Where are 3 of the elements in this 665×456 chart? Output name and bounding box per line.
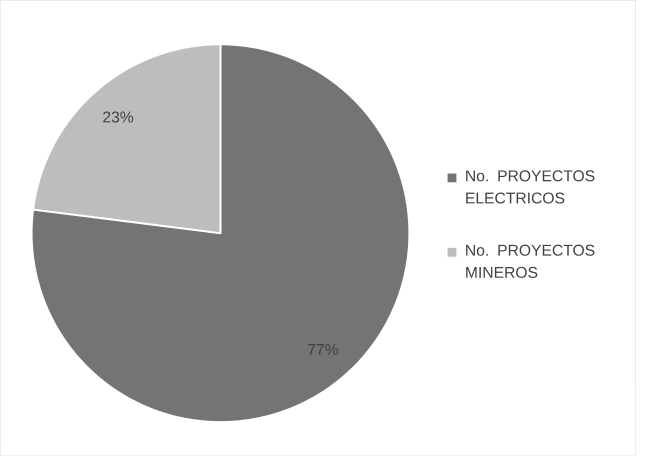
data-label: 23%: [103, 112, 134, 123]
legend-label: No. PROYECTOS ELECTRICOS: [466, 170, 594, 204]
legend-label: No. PROYECTOS MINEROS: [466, 244, 594, 278]
